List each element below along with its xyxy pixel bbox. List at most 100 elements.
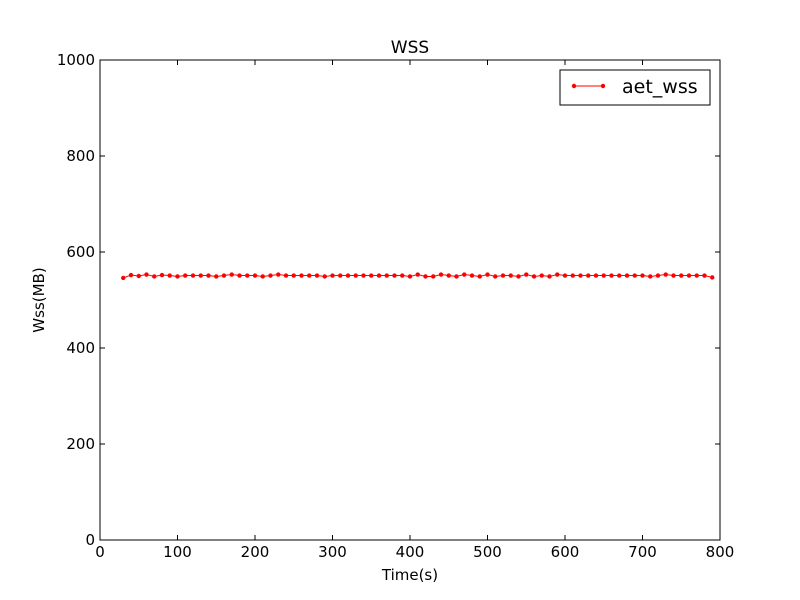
data-point — [299, 273, 304, 278]
y-tick-label: 800 — [66, 147, 95, 165]
data-point — [640, 273, 645, 278]
data-point — [431, 274, 436, 279]
x-tick-label: 500 — [473, 543, 502, 561]
data-point — [237, 273, 242, 278]
plot-frame — [99, 59, 721, 541]
data-point — [469, 273, 475, 278]
data-point — [167, 273, 172, 278]
data-point — [702, 273, 707, 278]
data-point — [369, 273, 374, 278]
legend-marker-left — [571, 83, 577, 89]
data-point — [214, 274, 219, 279]
y-axis-label: Wss(MB) — [30, 267, 48, 332]
x-tick-label: 200 — [241, 543, 270, 561]
data-point — [516, 274, 521, 279]
axis-ticks — [99, 59, 721, 541]
data-point — [229, 272, 234, 277]
y-tick-label: 200 — [66, 435, 95, 453]
chart-title: WSS — [391, 38, 429, 58]
data-point — [245, 273, 250, 278]
x-tick-label: 0 — [95, 543, 105, 561]
data-point — [384, 273, 389, 278]
data-point — [415, 272, 420, 277]
data-point — [190, 273, 196, 278]
data-point — [655, 273, 661, 278]
data-point — [679, 273, 684, 278]
data-point — [485, 272, 490, 277]
x-tick-label: 700 — [628, 543, 657, 561]
data-point — [423, 274, 428, 279]
data-point — [578, 273, 583, 278]
data-point — [276, 272, 281, 277]
legend: aet_wss — [559, 69, 711, 106]
data-point — [671, 273, 676, 278]
data-point — [570, 273, 575, 278]
data-point — [291, 273, 296, 278]
data-point — [252, 273, 258, 278]
data-point — [392, 273, 397, 278]
x-tick-labels: 0 100 200 300 400 500 600 700 800 — [95, 543, 734, 561]
data-point — [159, 272, 165, 278]
data-point — [361, 273, 366, 278]
data-point — [175, 274, 180, 279]
series-layer — [121, 272, 715, 281]
data-point — [307, 273, 312, 278]
data-point — [524, 272, 529, 277]
data-point — [314, 273, 320, 278]
y-tick-label: 400 — [66, 339, 95, 357]
data-point — [648, 274, 653, 279]
data-point — [353, 273, 358, 278]
data-point — [686, 273, 692, 278]
data-point — [539, 273, 544, 278]
data-point — [555, 272, 560, 277]
data-point — [710, 275, 715, 280]
data-point — [446, 273, 451, 278]
legend-marker-right — [600, 83, 606, 89]
data-point — [500, 273, 506, 278]
data-point — [338, 273, 343, 278]
data-point — [531, 274, 537, 279]
data-point — [322, 274, 327, 279]
x-tick-label: 600 — [551, 543, 580, 561]
data-point — [260, 274, 265, 279]
data-point — [345, 273, 351, 278]
data-point — [152, 274, 157, 279]
data-point — [283, 273, 289, 278]
x-tick-label: 800 — [706, 543, 735, 561]
data-point — [663, 272, 668, 277]
data-point — [462, 272, 467, 277]
y-tick-label: 0 — [85, 531, 95, 549]
data-point — [508, 273, 513, 278]
plot-area — [99, 59, 721, 541]
data-point — [206, 273, 211, 278]
x-tick-label: 300 — [318, 543, 347, 561]
data-point — [632, 273, 637, 278]
data-point — [601, 273, 606, 278]
data-point — [121, 275, 126, 281]
data-point — [586, 273, 591, 278]
data-point — [624, 273, 630, 278]
data-point — [609, 273, 614, 278]
data-point — [407, 274, 413, 279]
data-point — [183, 273, 188, 278]
data-point — [221, 273, 227, 278]
legend-box — [559, 69, 711, 106]
data-point — [562, 273, 568, 278]
x-tick-label: 400 — [396, 543, 425, 561]
data-point — [144, 272, 149, 277]
data-point — [454, 274, 459, 279]
y-tick-label: 600 — [66, 243, 95, 261]
legend-label: aet_wss — [622, 76, 698, 98]
data-point — [128, 272, 134, 278]
data-point — [694, 273, 699, 278]
data-point — [493, 274, 498, 279]
data-point — [477, 274, 482, 279]
x-axis-label: Time(s) — [381, 566, 438, 584]
data-point — [376, 273, 382, 278]
data-point — [617, 273, 622, 278]
x-tick-label: 100 — [163, 543, 192, 561]
data-point — [547, 274, 552, 279]
data-point — [198, 273, 203, 278]
y-tick-labels: 0 200 400 600 800 1000 — [57, 51, 95, 549]
data-point — [136, 273, 141, 279]
